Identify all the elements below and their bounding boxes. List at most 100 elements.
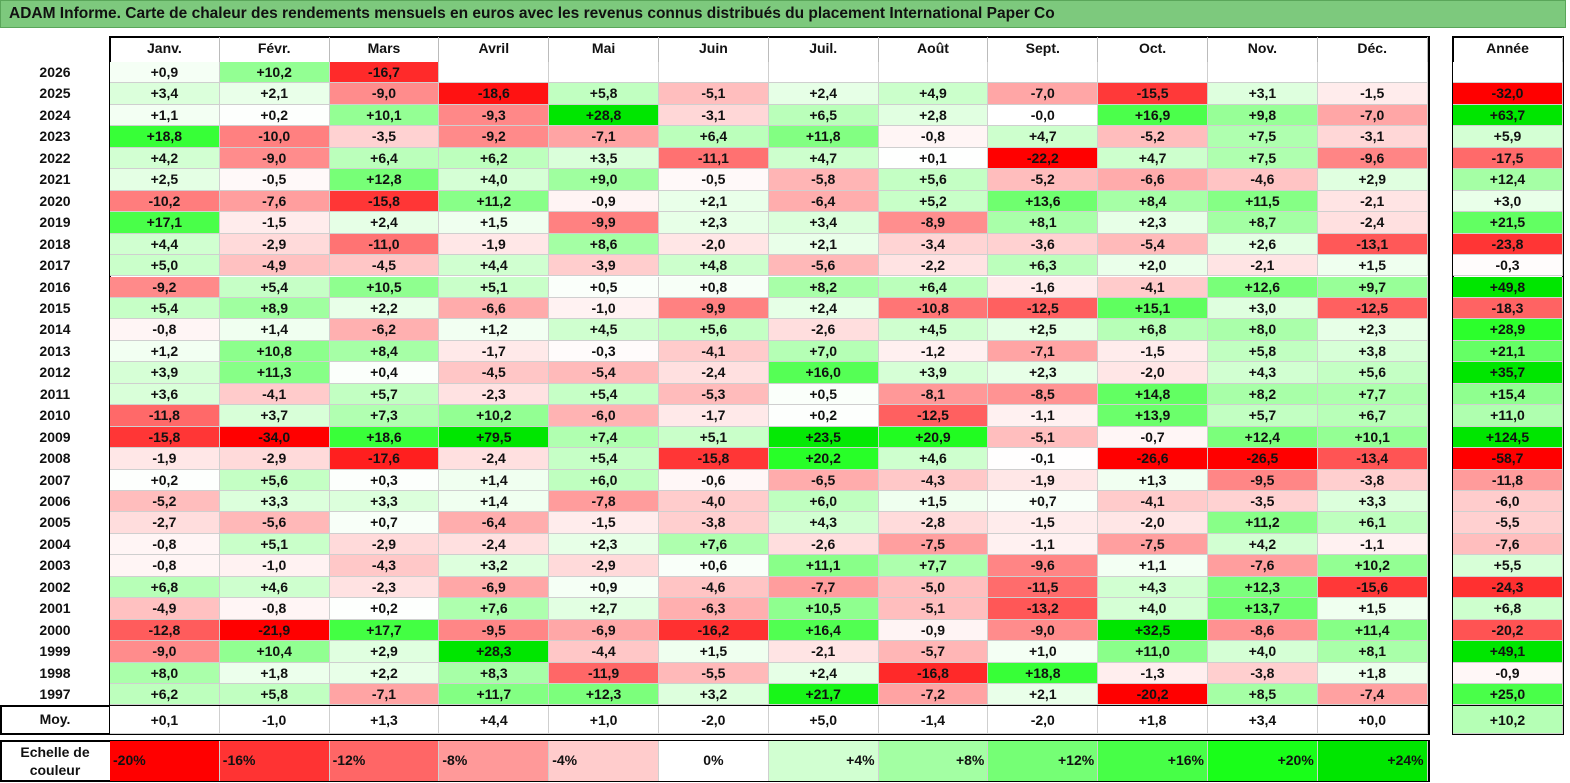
heatmap-cell: +1,5 [1317, 255, 1428, 277]
heatmap-cell: +2,9 [1317, 169, 1428, 191]
heatmap-cell: +17,1 [110, 212, 220, 234]
heatmap-cell: +4,6 [878, 448, 989, 470]
heatmap-cell: +6,4 [659, 126, 769, 148]
heatmap-cell: +4,0 [1098, 598, 1208, 620]
heatmap-cell: +13,7 [1208, 598, 1318, 620]
annual-cell: +5,9 [1453, 126, 1563, 148]
heatmap-cell: -9,3 [439, 104, 550, 127]
heatmap-cell: -4,5 [329, 255, 440, 277]
heatmap-cell: +2,5 [988, 319, 1099, 341]
heatmap-cell: -12,5 [988, 297, 1099, 320]
average-cell: +3,4 [1208, 706, 1318, 734]
heatmap-cell: -7,5 [1098, 533, 1208, 556]
heatmap-cell: -0,1 [988, 448, 1099, 470]
heatmap-cell: -2,0 [1098, 362, 1208, 384]
heatmap-cell: +15,1 [1098, 297, 1208, 320]
heatmap-cell: +0,5 [768, 383, 879, 406]
heatmap-cell: -10,8 [878, 297, 989, 320]
heatmap-cell: -4,5 [439, 362, 550, 384]
heatmap-cell: +11,2 [439, 190, 550, 213]
row-year-label: 2009 [39, 428, 71, 445]
heatmap-cell: +10,2 [439, 405, 550, 427]
heatmap-cell: -3,9 [549, 255, 659, 277]
heatmap-cell: +2,5 [110, 169, 220, 191]
heatmap-cell: -1,9 [439, 233, 550, 256]
heatmap-cell: +1,2 [439, 319, 550, 341]
heatmap-cell: +6,4 [878, 276, 989, 298]
column-header: Juil. [769, 37, 879, 62]
heatmap-cell: -1,9 [988, 469, 1099, 491]
heatmap-cell: +3,0 [1208, 297, 1318, 320]
color-scale-swatch: -12% [329, 741, 440, 781]
column-header: Sept. [988, 37, 1099, 62]
heatmap-cell: +1,1 [1098, 555, 1208, 577]
heatmap-cell: -4,6 [1208, 169, 1318, 191]
heatmap-cell: +2,3 [1098, 212, 1208, 234]
heatmap-cell: -1,1 [988, 405, 1099, 427]
heatmap-cell: -9,0 [219, 147, 330, 170]
heatmap-cell: -1,5 [219, 212, 330, 234]
heatmap-cell: -9,9 [659, 297, 769, 320]
color-scale-swatch: +12% [988, 741, 1099, 781]
heatmap-cell: -6,6 [439, 297, 550, 320]
heatmap-cell: +13,9 [1098, 405, 1208, 427]
heatmap-cell: -1,6 [988, 276, 1099, 298]
heatmap-cell: +7,6 [439, 598, 550, 620]
heatmap-cell: +10,5 [329, 276, 440, 298]
heatmap-cell: -2,4 [439, 448, 550, 470]
row-year-label: 2020 [39, 192, 71, 209]
heatmap-cell: +10,1 [329, 104, 440, 127]
heatmap-cell: -4,3 [878, 469, 989, 491]
average-cell: -2,0 [659, 706, 769, 734]
heatmap-cell: -8,5 [988, 383, 1099, 406]
heatmap-cell: -2,7 [110, 512, 220, 534]
heatmap-cell: -6,9 [439, 576, 550, 599]
heatmap-cell: -8,6 [1208, 619, 1318, 642]
heatmap-cell: +12,8 [329, 169, 440, 191]
heatmap-cell: -5,2 [988, 169, 1099, 191]
heatmap-cell: +11,3 [219, 362, 330, 384]
heatmap-cell: -1,2 [878, 340, 989, 363]
annual-cell: +15,4 [1453, 383, 1563, 406]
heatmap-cell: +0,2 [329, 598, 440, 620]
heatmap-cell: -5,0 [878, 576, 989, 599]
annual-cell: +6,8 [1453, 598, 1563, 620]
heatmap-cell: -2,2 [878, 255, 989, 277]
heatmap-cell: +7,4 [549, 426, 659, 449]
annual-cell: -0,9 [1453, 662, 1563, 685]
annual-cell: +5,5 [1453, 555, 1563, 577]
annual-cell: -17,5 [1453, 147, 1563, 170]
heatmap-cell: -3,5 [1208, 491, 1318, 513]
row-year-label: 2024 [39, 106, 71, 123]
heatmap-cell: +7,3 [329, 405, 440, 427]
heatmap-cell: +8,1 [988, 212, 1099, 234]
heatmap-cell: +3,6 [110, 383, 220, 406]
heatmap-cell: +8,7 [1208, 212, 1318, 234]
heatmap-cell: -22,2 [988, 147, 1099, 170]
heatmap-cell: +16,4 [768, 619, 879, 642]
row-year-label: 2019 [39, 214, 71, 231]
heatmap-cell: -2,3 [329, 576, 440, 599]
annual-cell: -6,0 [1453, 491, 1563, 513]
heatmap-cell: +8,5 [1208, 684, 1318, 706]
color-scale-swatch: +24% [1317, 741, 1428, 781]
heatmap-cell: +1,3 [1098, 469, 1208, 491]
heatmap-cell: -5,2 [1098, 126, 1208, 148]
heatmap-cell: -7,5 [878, 533, 989, 556]
heatmap-cell: +9,7 [1317, 276, 1428, 298]
column-header: Mai [549, 37, 659, 62]
heatmap-cell: +4,5 [878, 319, 989, 341]
heatmap-cell: -4,1 [1098, 276, 1208, 298]
heatmap-cell: +7,0 [768, 340, 879, 363]
heatmap-cell: +2,3 [659, 212, 769, 234]
heatmap-cell: +11,4 [1317, 619, 1428, 642]
row-year-label: 2000 [39, 621, 71, 638]
heatmap-cell: +3,4 [768, 212, 879, 234]
heatmap-cell: +6,0 [768, 491, 879, 513]
heatmap-cell: -7,1 [329, 684, 440, 706]
heatmap-cell: +18,8 [988, 662, 1099, 685]
heatmap-cell: +5,7 [329, 383, 440, 406]
heatmap-cell: +5,6 [878, 169, 989, 191]
color-scale-swatch: +20% [1208, 741, 1318, 781]
average-cell: +0,0 [1317, 706, 1428, 734]
